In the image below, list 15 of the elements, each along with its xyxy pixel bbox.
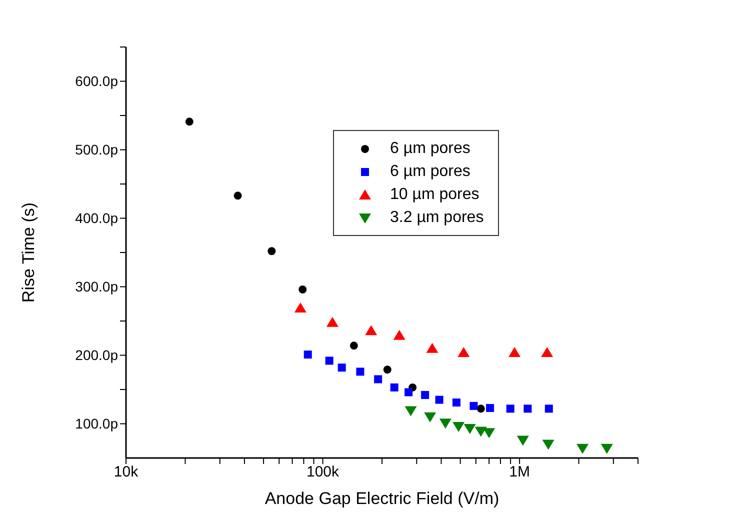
legend-label: 6 µm pores [390,140,470,158]
x-tick-label: 10k [114,464,139,481]
y-axis-title: Rise Time (s) [19,202,38,303]
y-tick-label: 600.0p [75,73,118,90]
legend-label: 10 µm pores [390,186,480,204]
y-tick-label: 500.0p [75,142,118,158]
x-tick-label: 1M [509,464,530,481]
legend-label: 6 µm pores [390,162,470,180]
y-tick-label: 300.0p [75,278,118,295]
x-tick-label: 100k [306,464,340,481]
y-tick-label: 100.0p [75,416,118,432]
x-axis-title: Anode Gap Electric Field (V/m) [264,489,500,508]
legend-label: 3.2 µm pores [390,208,484,226]
y-tick-label: 200.0p [75,347,118,364]
y-tick-label: 400.0p [75,210,118,226]
